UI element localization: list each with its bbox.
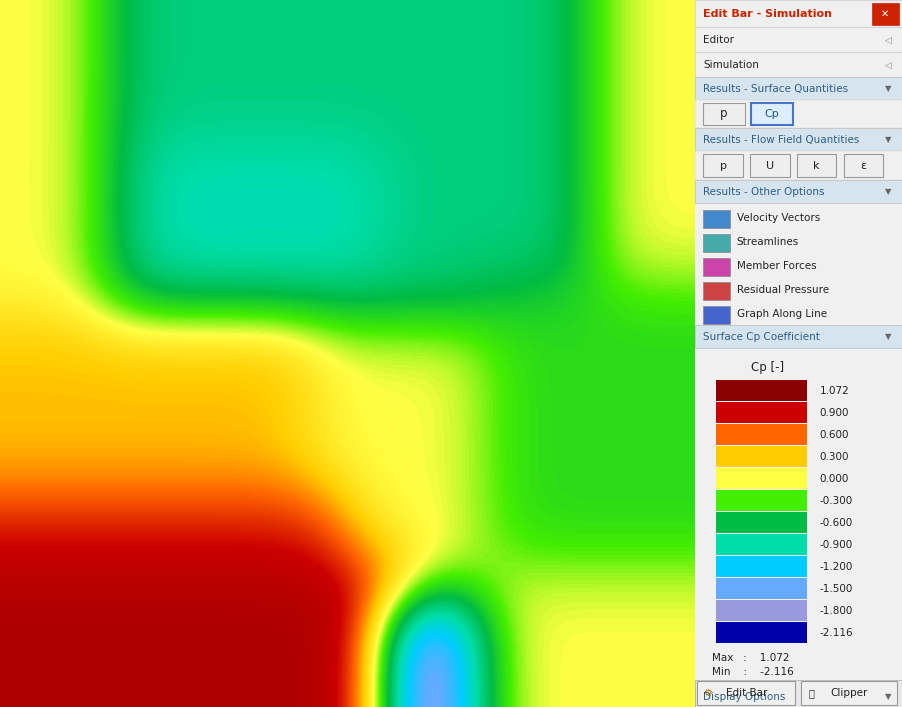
Bar: [703, 306, 730, 324]
Text: Edit Bar: Edit Bar: [725, 688, 767, 698]
Bar: [715, 490, 806, 511]
Text: p: p: [720, 107, 727, 120]
Text: Streamlines: Streamlines: [736, 237, 798, 247]
Text: ◁: ◁: [884, 35, 891, 45]
Text: Editor: Editor: [703, 35, 733, 45]
Bar: [715, 600, 806, 621]
Text: -0.900: -0.900: [819, 540, 852, 550]
Bar: [703, 282, 730, 300]
Text: -1.500: -1.500: [819, 584, 852, 594]
Text: Cp: Cp: [764, 109, 778, 119]
Text: ▼: ▼: [884, 187, 890, 197]
Text: Min    :    -2.116: Min : -2.116: [711, 667, 793, 677]
Text: -2.116: -2.116: [819, 628, 852, 638]
Text: ε: ε: [860, 161, 866, 171]
Text: ▼: ▼: [884, 332, 890, 341]
Text: 0.000: 0.000: [819, 474, 848, 484]
Text: Edit Bar - Simulation: Edit Bar - Simulation: [703, 9, 832, 19]
Text: ✕: ✕: [880, 9, 888, 19]
Bar: [703, 154, 742, 177]
Text: ◁: ◁: [884, 61, 891, 69]
Bar: [695, 325, 902, 348]
Text: 1.072: 1.072: [819, 386, 849, 396]
Text: Graph Along Line: Graph Along Line: [736, 309, 826, 319]
Text: p: p: [719, 161, 726, 171]
Bar: [796, 154, 835, 177]
Bar: [800, 681, 896, 705]
Bar: [715, 468, 806, 489]
Bar: [715, 578, 806, 599]
Text: ▼: ▼: [884, 136, 890, 144]
Bar: [695, 180, 902, 203]
Text: Results - Flow Field Quantities: Results - Flow Field Quantities: [703, 135, 859, 145]
Text: 0.900: 0.900: [819, 408, 849, 418]
Text: ⚙: ⚙: [703, 688, 711, 698]
Bar: [715, 424, 806, 445]
Bar: [715, 402, 806, 423]
Bar: [695, 151, 902, 180]
Bar: [696, 681, 794, 705]
Text: 0.300: 0.300: [819, 452, 849, 462]
Bar: [715, 556, 806, 577]
Bar: [750, 154, 788, 177]
Text: 0.600: 0.600: [819, 430, 849, 440]
Bar: [750, 103, 792, 125]
Text: ▼: ▼: [884, 85, 890, 93]
Bar: [695, 686, 902, 707]
Text: Cp [-]: Cp [-]: [750, 361, 784, 373]
Text: Results - Other Options: Results - Other Options: [703, 187, 824, 197]
Bar: [695, 27, 902, 52]
Text: -1.200: -1.200: [819, 562, 852, 572]
Bar: [703, 103, 744, 125]
Bar: [715, 446, 806, 467]
Text: -1.800: -1.800: [819, 606, 852, 616]
Text: Member Forces: Member Forces: [736, 261, 815, 271]
Bar: [842, 154, 882, 177]
Bar: [715, 622, 806, 643]
Text: Simulation: Simulation: [703, 60, 759, 70]
Bar: [695, 0, 902, 27]
Bar: [703, 258, 730, 276]
Bar: [703, 234, 730, 252]
Bar: [715, 380, 806, 401]
Text: ▼: ▼: [884, 692, 890, 701]
Text: k: k: [813, 161, 819, 171]
Text: Velocity Vectors: Velocity Vectors: [736, 213, 819, 223]
Text: -0.600: -0.600: [819, 518, 852, 528]
Text: Results - Surface Quantities: Results - Surface Quantities: [703, 84, 848, 94]
Text: Surface Cp Coefficient: Surface Cp Coefficient: [703, 332, 819, 342]
Text: Clipper: Clipper: [829, 688, 867, 698]
Text: 📋: 📋: [807, 688, 814, 698]
Text: -0.300: -0.300: [819, 496, 852, 506]
Bar: [695, 52, 902, 77]
Text: Residual Pressure: Residual Pressure: [736, 285, 828, 295]
Bar: [703, 210, 730, 228]
Bar: [870, 3, 897, 25]
Bar: [695, 128, 902, 151]
Bar: [695, 680, 902, 707]
Text: Max   :    1.072: Max : 1.072: [711, 653, 788, 663]
Bar: [695, 100, 902, 128]
Text: U: U: [765, 161, 773, 171]
Bar: [715, 534, 806, 555]
Bar: [715, 512, 806, 533]
Bar: [695, 77, 902, 100]
Text: Display Options: Display Options: [703, 692, 785, 702]
